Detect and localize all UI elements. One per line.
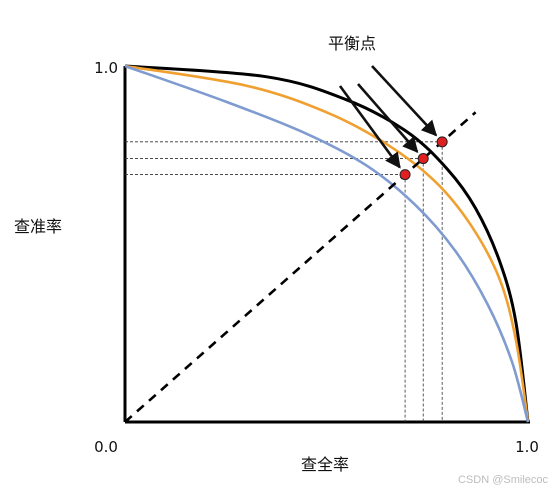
curve-black [124, 64, 530, 423]
origin-tick: 0.0 [94, 438, 118, 456]
chart-title: 平衡点 [328, 34, 376, 53]
curve-orange [124, 64, 530, 423]
points-group [399, 136, 448, 181]
diagonal-line [124, 111, 477, 423]
curve-blue [124, 64, 530, 423]
arrow-2 [371, 65, 438, 137]
break-even-point-1 [417, 153, 429, 165]
arrow-0 [338, 85, 401, 169]
x-axis-label: 查全率 [301, 455, 349, 474]
x-tick-max: 1.0 [515, 438, 539, 456]
watermark: CSDN @Smilecoc [458, 474, 549, 486]
y-tick-max: 1.0 [94, 59, 118, 77]
diagonal-group [124, 111, 477, 423]
break-even-point-0 [399, 169, 411, 181]
curves-group [124, 64, 530, 423]
break-even-point-2 [436, 136, 448, 148]
y-axis-label: 查准率 [14, 217, 62, 236]
arrow-1 [357, 83, 419, 153]
arrows-group [338, 65, 438, 169]
